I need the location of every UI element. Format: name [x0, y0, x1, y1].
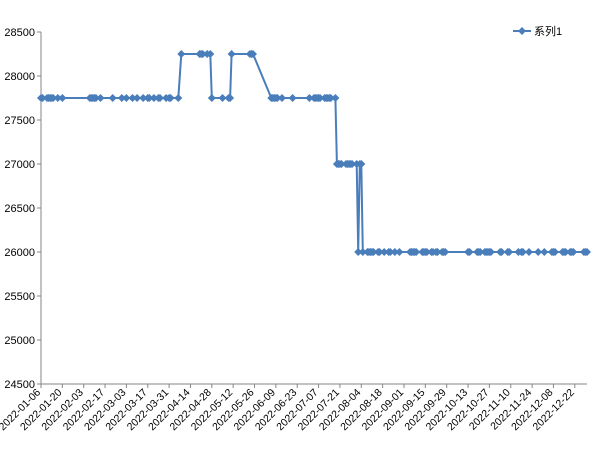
x-axis: 2022-01-062022-01-202022-02-032022-02-17… — [0, 383, 587, 433]
data-point — [288, 94, 297, 102]
data-point — [337, 160, 346, 168]
data-point — [326, 94, 335, 102]
data-point — [278, 94, 286, 102]
data-point — [486, 248, 495, 256]
y-tick-label: 28500 — [4, 27, 35, 39]
y-tick-label: 26000 — [4, 247, 35, 259]
data-point — [166, 94, 175, 102]
y-tick-label: 27500 — [4, 115, 35, 127]
data-point — [273, 94, 282, 102]
data-point — [540, 248, 549, 256]
data-point — [476, 248, 485, 256]
data-point — [145, 94, 154, 102]
data-point — [386, 248, 395, 256]
data-point — [218, 94, 227, 102]
data-point — [561, 248, 570, 256]
y-tick-label: 25000 — [4, 335, 35, 347]
data-point — [390, 248, 399, 256]
legend-label: 系列1 — [534, 24, 562, 38]
data-point — [465, 248, 474, 256]
data-point — [357, 160, 366, 168]
data-point — [525, 248, 533, 256]
data-point — [583, 248, 591, 256]
data-point — [505, 248, 514, 256]
data-point — [395, 248, 404, 256]
y-tick-label: 26500 — [4, 203, 35, 215]
data-point — [534, 248, 543, 256]
data-point — [422, 248, 431, 256]
data-point — [380, 248, 389, 256]
y-tick-label: 27000 — [4, 159, 35, 171]
data-point — [226, 94, 235, 102]
data-point — [348, 160, 357, 168]
data-point — [122, 94, 131, 102]
y-axis: 24500 25000 25500 26000 26500 27000 27500 28000… — [4, 27, 42, 391]
data-point — [139, 94, 148, 102]
data-point — [518, 248, 527, 256]
data-point — [198, 50, 207, 58]
data-point — [551, 248, 559, 256]
data-point — [249, 50, 257, 58]
data-point — [375, 248, 384, 256]
data-point — [331, 94, 340, 102]
series-line — [41, 53, 587, 253]
legend-marker — [518, 27, 526, 35]
data-point — [177, 50, 186, 58]
data-point — [227, 50, 236, 58]
y-tick-label: 24500 — [4, 379, 35, 391]
data-point — [108, 94, 117, 102]
data-point — [174, 94, 183, 102]
data-point — [53, 94, 62, 102]
y-tick-label: 25500 — [4, 291, 35, 303]
data-point — [412, 248, 421, 256]
legend: 系列1 — [513, 24, 562, 38]
data-point — [497, 248, 506, 256]
data-point — [354, 248, 363, 256]
data-point — [133, 94, 142, 102]
data-point — [38, 94, 47, 102]
plot-area — [37, 50, 591, 256]
data-point — [128, 94, 137, 102]
data-point — [117, 94, 126, 102]
data-point — [49, 94, 58, 102]
data-point — [58, 94, 67, 102]
data-point — [369, 248, 378, 256]
data-point — [316, 94, 325, 102]
data-point — [433, 248, 442, 256]
data-point — [149, 94, 158, 102]
data-point — [441, 248, 450, 256]
data-point — [358, 248, 367, 256]
y-tick-label: 28000 — [4, 71, 35, 83]
data-point — [91, 94, 100, 102]
data-point — [156, 94, 164, 102]
data-point — [207, 94, 216, 102]
data-point — [569, 248, 578, 256]
data-point — [206, 50, 215, 58]
data-point — [305, 94, 314, 102]
data-point — [96, 94, 105, 102]
